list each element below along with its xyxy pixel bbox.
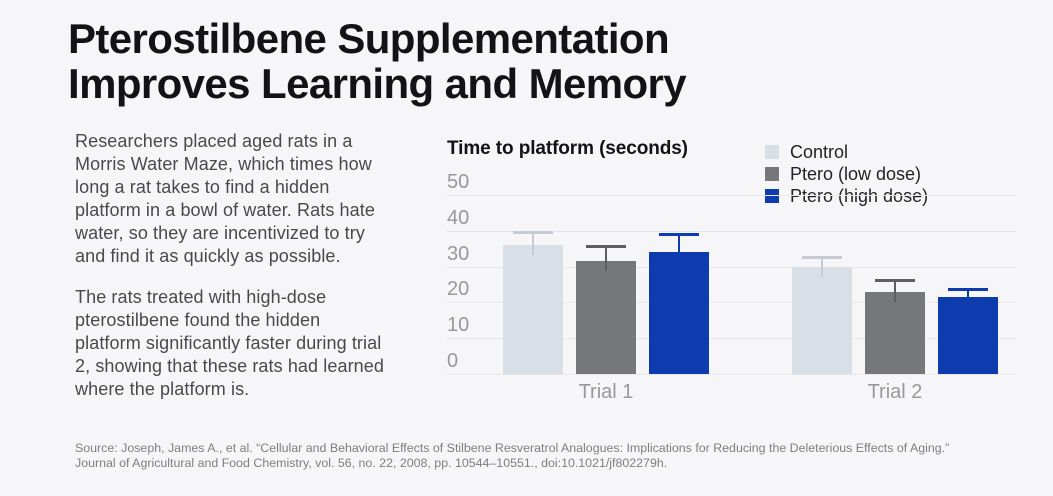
- gridline-10: [447, 338, 1016, 340]
- error-cap-ptero-high-dose-trial-1: [659, 232, 699, 236]
- error-whisker-control-trial-1: [532, 231, 534, 256]
- gridline-50: [447, 195, 1016, 196]
- error-whisker-ptero-high-dose-trial-2: [967, 289, 969, 308]
- y-tick-label-30: 30: [447, 242, 470, 265]
- y-tick-label-50: 50: [447, 171, 470, 193]
- category-label-trial-1: Trial 1: [578, 381, 634, 403]
- y-tick-label-10: 10: [447, 314, 470, 337]
- plot-area: 50 40 30 20 10 0 Trial 1 Trial 2: [447, 171, 1016, 403]
- legend-swatch-ptero-high-dose: [765, 189, 779, 203]
- source-citation: Source: Joseph, James A., et al. “Cellul…: [75, 441, 950, 470]
- error-cap-ptero-high-dose-trial-2: [948, 288, 988, 292]
- gridline-40: [447, 230, 1016, 232]
- error-whisker-ptero-high-dose-trial-1: [678, 233, 680, 263]
- y-tick-label-0: 0: [447, 350, 459, 372]
- error-whisker-control-trial-2: [821, 256, 823, 277]
- gridline-20: [447, 302, 1016, 304]
- error-whisker-ptero-low-dose-trial-2: [894, 280, 896, 302]
- bar-ptero-high-dose-trial-1: [649, 252, 709, 374]
- y-tick-label-40: 40: [447, 206, 470, 229]
- error-cap-ptero-low-dose-trial-1: [586, 245, 626, 249]
- error-whisker-ptero-low-dose-trial-1: [605, 246, 607, 272]
- description-paragraph-1: Researchers placed aged rats in a Morris…: [75, 131, 375, 266]
- legend-label-control: Control: [790, 141, 849, 162]
- legend-label-ptero-low-dose: Ptero (low dose): [790, 163, 922, 184]
- bar-ptero-high-dose-trial-2: [938, 297, 998, 374]
- gridline-30: [447, 266, 1016, 268]
- description-text: Researchers placed aged rats in a Morris…: [75, 130, 455, 419]
- error-cap-ptero-low-dose-trial-2: [875, 279, 915, 283]
- gridline-0: [447, 374, 1016, 375]
- y-tick-label-20: 20: [447, 278, 470, 301]
- legend-item-control: Control: [765, 141, 928, 163]
- legend-swatch-control: [765, 145, 779, 159]
- bar-ptero-low-dose-trial-2: [865, 291, 925, 374]
- description-paragraph-2: The rats treated with high-dose pterosti…: [75, 287, 384, 399]
- bar-control-trial-2: [792, 266, 852, 374]
- error-cap-control-trial-2: [802, 255, 842, 259]
- bar-chart: Time to platform (seconds) Control Ptero …: [447, 136, 1037, 432]
- category-label-trial-2: Trial 2: [867, 381, 923, 403]
- bar-control-trial-1: [503, 245, 563, 374]
- error-cap-control-trial-1: [513, 230, 553, 234]
- legend-swatch-ptero-low-dose: [765, 167, 779, 181]
- legend-item-ptero-low-dose: Ptero (low dose): [765, 163, 928, 185]
- page-title: Pterostilbene Supplementation Improves L…: [68, 15, 687, 107]
- chart-title: Time to platform (seconds): [447, 138, 688, 159]
- bar-ptero-low-dose-trial-1: [576, 261, 636, 374]
